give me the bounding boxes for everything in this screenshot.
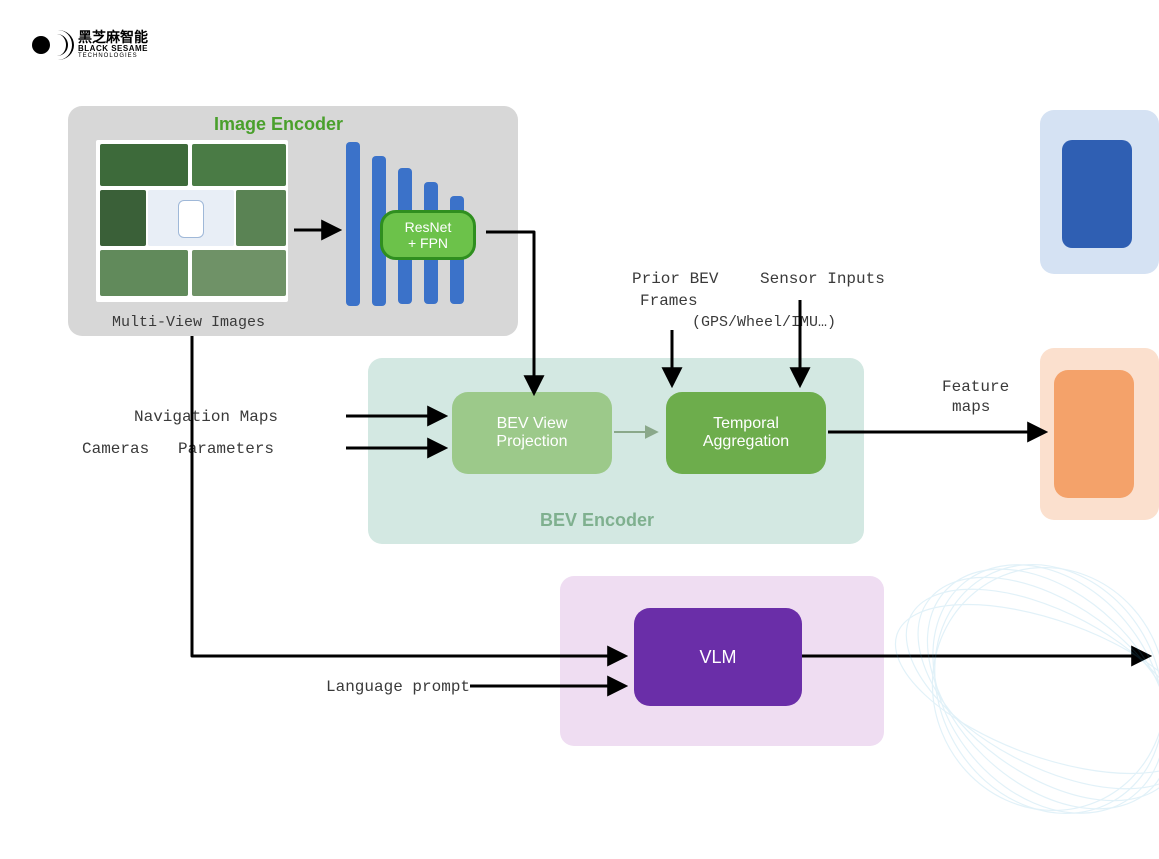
diagram-label: Feature: [942, 378, 1009, 396]
multi-view-label: Multi-View Images: [112, 314, 265, 331]
resnet-label: ResNet + FPN: [405, 219, 452, 251]
diagram-label: Language prompt: [326, 678, 470, 696]
vlm-label: VLM: [699, 647, 736, 668]
camera-thumb: [192, 250, 286, 296]
logo-en2: TECHNOLOGIES: [78, 53, 148, 59]
diagram-label: Sensor Inputs: [760, 270, 885, 288]
temporal-aggregation-block: Temporal Aggregation: [666, 392, 826, 474]
temp-agg-label: Temporal Aggregation: [703, 415, 789, 451]
ego-car-icon: [178, 200, 204, 238]
camera-thumb: [100, 190, 146, 246]
diagram-label: Navigation Maps: [134, 408, 278, 426]
camera-thumb: [100, 144, 188, 186]
decorative-swirl-icon: [879, 519, 1159, 859]
logo-cn: 黑芝麻智能: [78, 30, 148, 45]
vlm-block: VLM: [634, 608, 802, 706]
camera-thumb: [100, 250, 188, 296]
bev-encoder-title: BEV Encoder: [540, 510, 654, 531]
logo-mark-icon: [30, 32, 70, 58]
diagram-label: maps: [952, 398, 990, 416]
bev-proj-label: BEV View Projection: [496, 415, 567, 451]
resnet-fpn-block: ResNet + FPN: [380, 210, 476, 260]
diagram-label: (GPS/Wheel/IMU…): [692, 314, 836, 331]
camera-thumb: [192, 144, 286, 186]
blue-side-block: [1062, 140, 1132, 248]
diagram-label: Cameras Parameters: [82, 440, 274, 458]
logo-text: 黑芝麻智能 BLACK SESAME TECHNOLOGIES: [78, 30, 148, 59]
logo-en1: BLACK SESAME: [78, 45, 148, 53]
orange-side-block: [1054, 370, 1134, 498]
bev-view-projection-block: BEV View Projection: [452, 392, 612, 474]
diagram-label: Prior BEV: [632, 270, 718, 288]
logo: 黑芝麻智能 BLACK SESAME TECHNOLOGIES: [30, 30, 148, 59]
image-encoder-title: Image Encoder: [214, 114, 343, 135]
camera-thumb: [236, 190, 286, 246]
diagram-label: Frames: [640, 292, 698, 310]
fpn-bar: [346, 142, 360, 306]
